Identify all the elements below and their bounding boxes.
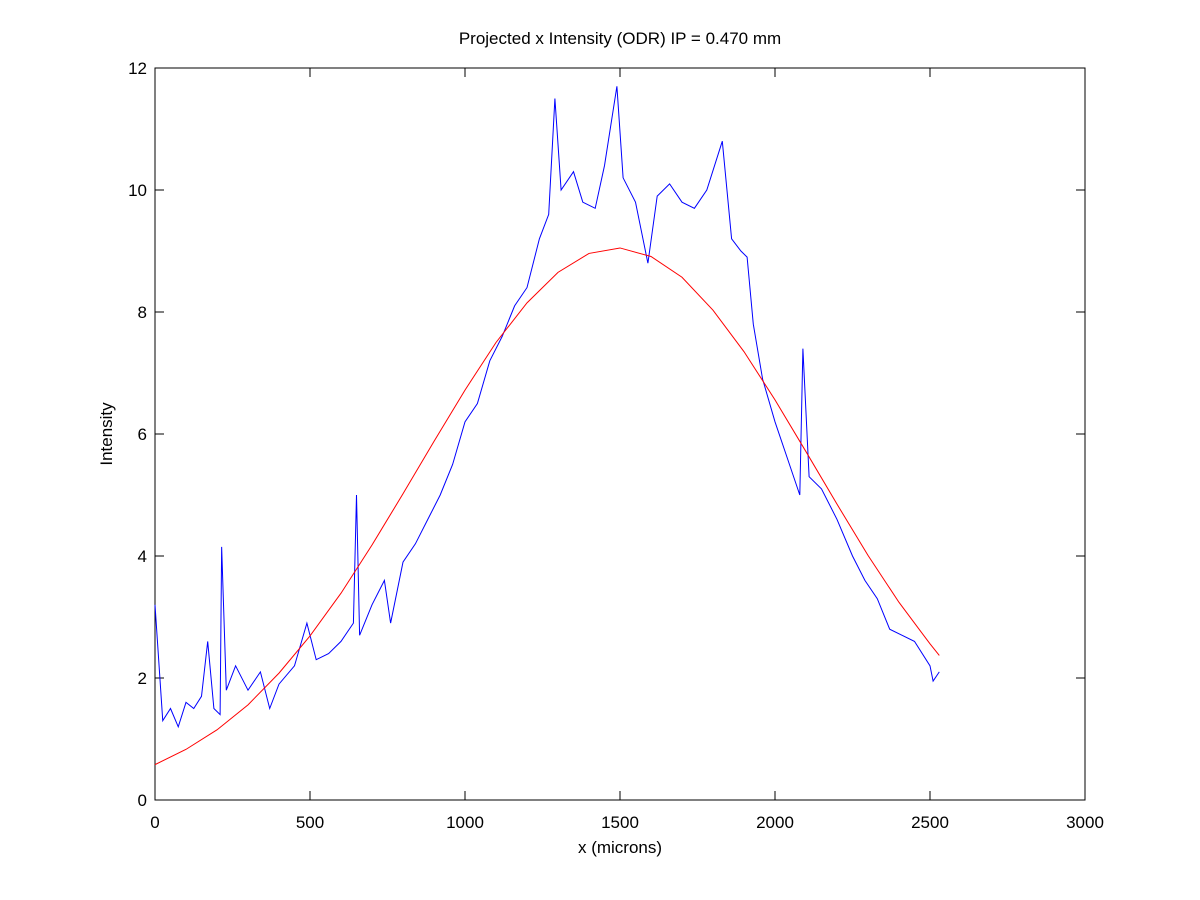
y-tick-label: 0 xyxy=(138,791,147,810)
y-axis-label: Intensity xyxy=(97,402,116,466)
data-line xyxy=(154,247,940,766)
x-axis-label: x (microns) xyxy=(578,838,662,857)
y-tick-label: 12 xyxy=(128,59,147,78)
y-tick-label: 6 xyxy=(138,425,147,444)
chart-title: Projected x Intensity (ODR) IP = 0.470 m… xyxy=(459,29,781,48)
x-tick-label: 2500 xyxy=(911,813,949,832)
x-tick-label: 2000 xyxy=(756,813,794,832)
y-tick-label: 2 xyxy=(138,669,147,688)
y-tick-label: 10 xyxy=(128,181,147,200)
y-tick-label: 4 xyxy=(138,547,147,566)
x-tick-label: 1500 xyxy=(601,813,639,832)
x-tick-label: 3000 xyxy=(1066,813,1104,832)
x-tick-label: 500 xyxy=(296,813,324,832)
plot-area xyxy=(154,67,1086,801)
data-line xyxy=(154,86,940,729)
x-tick-label: 0 xyxy=(150,813,159,832)
x-tick-label: 1000 xyxy=(446,813,484,832)
y-tick-label: 8 xyxy=(138,303,147,322)
